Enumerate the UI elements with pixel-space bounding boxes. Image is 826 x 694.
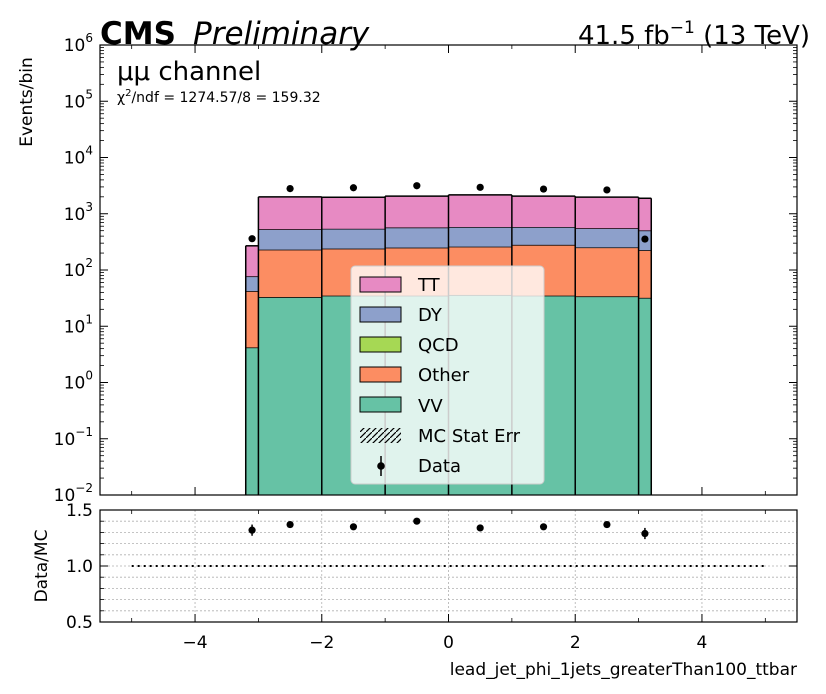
bar-vv-bin-0 <box>245 347 259 495</box>
ratio-y-axis: 0.5 1.0 1.5 <box>66 501 797 633</box>
x-tick-label-2: 0 <box>443 633 454 653</box>
data-point-7 <box>641 235 649 243</box>
y-tick-label-4: 102 <box>64 256 93 281</box>
ratio-y-axis-label: Data/MC <box>32 530 52 603</box>
ratio-point-5 <box>539 523 548 531</box>
y-tick-label-6: 104 <box>64 144 93 169</box>
data-point-1 <box>286 184 294 193</box>
legend-swatch-vv <box>359 396 402 413</box>
legend-label-other: Other <box>418 365 470 386</box>
ratio-point-6 <box>603 520 611 529</box>
y-tick-label-1: 10−1 <box>54 425 93 450</box>
bar-dy-bin-1 <box>258 229 322 250</box>
y-tick-label-3: 101 <box>64 312 93 337</box>
bar-other-bin-7 <box>638 250 652 298</box>
y-tick-label-5: 103 <box>64 200 93 225</box>
ratio-point-4 <box>476 524 484 532</box>
ratio-points <box>248 517 649 540</box>
legend-swatch-other <box>359 366 402 383</box>
bar-dy-bin-4 <box>448 227 512 247</box>
y-tick-label-0: 10−2 <box>54 481 93 506</box>
x-tick-label-4: 4 <box>697 633 708 653</box>
bar-tt-bin-5 <box>511 196 576 228</box>
ratio-panel: 0.5 1.0 1.5 −4 −2 0 2 4 Data/MC lead_jet_phi_1… <box>32 501 798 680</box>
legend-swatch-dy <box>359 306 402 323</box>
legend-label-data: Data <box>418 456 461 477</box>
bar-tt-bin-3 <box>385 196 449 228</box>
x-tick-label-3: 2 <box>570 633 581 653</box>
y-axis-label: Events/bin <box>17 57 37 147</box>
bar-vv-bin-1 <box>258 297 322 495</box>
bar-other-bin-1 <box>258 249 322 298</box>
x-tick-label-1: −2 <box>309 633 334 653</box>
legend-label-mc-stat-err: MC Stat Err <box>418 426 521 447</box>
ratio-x-axis: −4 −2 0 2 4 <box>131 510 766 653</box>
data-point-6 <box>603 186 611 194</box>
y-tick-label-7: 105 <box>64 87 93 112</box>
ratio-y-tick-label-2: 1.5 <box>66 501 93 521</box>
bar-vv-bin-7 <box>638 297 652 495</box>
legend-swatch-qcd <box>359 336 402 353</box>
bar-tt-bin-2 <box>321 197 386 229</box>
x-tick-label-0: −4 <box>183 633 208 653</box>
bar-tt-bin-1 <box>258 196 322 230</box>
data-point-0 <box>248 235 256 243</box>
ratio-point-2 <box>349 523 358 531</box>
y-tick-label-2: 100 <box>64 369 93 394</box>
x-axis-label: lead_jet_phi_1jets_greaterThan100_ttbar <box>450 660 797 680</box>
ratio-point-7 <box>641 529 649 538</box>
legend-label-tt: TT <box>417 275 441 296</box>
ratio-y-tick-label-0: 0.5 <box>66 613 93 633</box>
main-x-ticks <box>131 45 766 495</box>
data-point-5 <box>539 185 548 193</box>
main-y-axis: 10−2 10−1 100 101 102 103 104 105 106 <box>54 31 797 506</box>
legend-label-qcd: QCD <box>418 335 459 356</box>
bar-other-bin-0 <box>245 291 259 348</box>
legend-data-marker <box>377 462 385 470</box>
legend-swatch-mc-stat-err <box>360 428 401 443</box>
data-point-3 <box>413 182 421 190</box>
bar-tt-bin-7 <box>638 198 652 231</box>
bar-other-bin-6 <box>575 247 639 297</box>
data-point-2 <box>349 184 358 192</box>
legend-swatch-tt <box>359 276 402 293</box>
ratio-point-3 <box>413 517 421 525</box>
preliminary-label: Preliminary <box>193 16 370 52</box>
bar-tt-bin-6 <box>575 197 639 229</box>
channel-label: μμ channel <box>117 57 261 87</box>
bar-dy-bin-0 <box>245 276 259 292</box>
legend: TT DY QCD Other VV MC Stat Err Data <box>350 265 545 485</box>
ratio-point-0 <box>248 526 256 534</box>
bar-dy-bin-6 <box>575 228 639 248</box>
cms-label: CMS <box>100 16 176 52</box>
legend-label-vv: VV <box>418 396 443 417</box>
data-points <box>248 182 649 243</box>
bar-vv-bin-6 <box>575 296 639 495</box>
chi2-label: χ2/ndf = 1274.57/8 = 159.32 <box>117 88 321 106</box>
y-tick-label-8: 106 <box>64 31 93 56</box>
bar-dy-bin-5 <box>511 227 576 245</box>
ratio-point-1 <box>286 520 294 529</box>
legend-label-dy: DY <box>418 305 443 326</box>
data-point-4 <box>476 183 484 191</box>
ratio-y-tick-label-1: 1.0 <box>66 557 93 577</box>
bar-dy-bin-2 <box>321 228 386 249</box>
bar-tt-bin-0 <box>245 245 259 277</box>
bar-dy-bin-3 <box>385 227 449 248</box>
bar-tt-bin-4 <box>448 194 512 228</box>
lumi-label: 41.5 fb−1 (13 TeV) <box>578 18 810 51</box>
